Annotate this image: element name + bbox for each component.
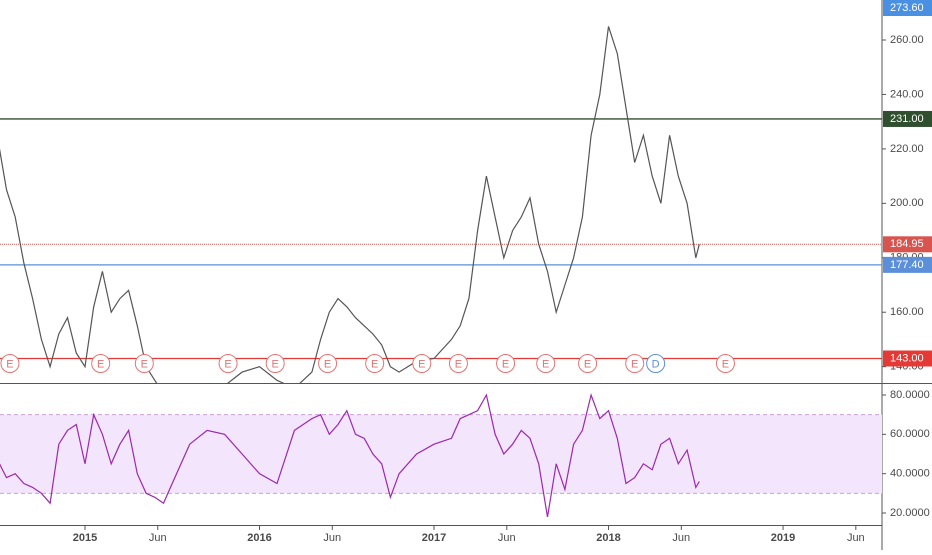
event-label: E [141, 358, 148, 370]
y-tick-label: 260.00 [890, 34, 924, 46]
rsi-band [0, 414, 882, 494]
event-marker [448, 354, 468, 374]
event-label: E [631, 358, 638, 370]
event-marker [412, 354, 432, 374]
price-level-box [883, 110, 932, 127]
event-marker [265, 354, 285, 374]
event-label: E [272, 358, 279, 370]
price-level-label: 231.00 [890, 113, 924, 125]
event-marker [715, 354, 735, 374]
event-marker [625, 354, 645, 374]
event-marker [0, 354, 20, 374]
y-tick-label: 220.00 [890, 143, 924, 155]
event-label: E [722, 358, 729, 370]
x-tick-label: 2015 [73, 532, 97, 544]
event-marker [496, 354, 516, 374]
event-marker [318, 354, 338, 374]
price-level-box [883, 236, 932, 253]
event-marker [365, 354, 385, 374]
price-level-label: 273.60 [890, 2, 924, 14]
y-tick-label: 160.00 [890, 306, 924, 318]
x-tick-label: 2018 [596, 532, 620, 544]
event-marker [91, 354, 111, 374]
price-level-label: 143.00 [890, 352, 924, 364]
x-tick-label: Jun [847, 532, 865, 544]
y-tick-label: 40.0000 [890, 468, 930, 480]
event-label: E [324, 358, 331, 370]
x-tick-label: 2016 [247, 532, 271, 544]
event-marker [578, 354, 598, 374]
price-line [0, 26, 700, 383]
y-tick-label: 20.0000 [890, 507, 930, 519]
event-label: E [371, 358, 378, 370]
event-marker [646, 354, 666, 374]
x-tick-label: Jun [498, 532, 516, 544]
x-tick-label: Jun [672, 532, 690, 544]
event-label: E [97, 358, 104, 370]
price-level-label: 184.95 [890, 238, 924, 250]
event-label: E [502, 358, 509, 370]
price-level-box [883, 350, 932, 367]
series-group [0, 392, 700, 517]
event-label: E [6, 358, 13, 370]
event-label: E [418, 358, 425, 370]
x-tick-label: Jun [149, 532, 167, 544]
price-level-box [883, 0, 932, 16]
event-marker [536, 354, 556, 374]
price-level-box [883, 256, 932, 273]
event-marker [134, 354, 154, 374]
event-label: E [584, 358, 591, 370]
x-tick-label: Jun [323, 532, 341, 544]
y-tick-label: 200.00 [890, 197, 924, 209]
event-label: E [542, 358, 549, 370]
price-level-label: 177.40 [890, 259, 924, 271]
event-label: E [224, 358, 231, 370]
series-group [0, 26, 700, 383]
event-label: D [652, 358, 660, 370]
rsi-line [0, 392, 700, 517]
y-tick-label: 240.00 [890, 88, 924, 100]
x-tick-label: 2019 [771, 532, 795, 544]
y-tick-label: 60.0000 [890, 428, 930, 440]
event-marker [218, 354, 238, 374]
y-tick-label: 80.0000 [890, 389, 930, 401]
x-tick-label: 2017 [422, 532, 446, 544]
event-label: E [455, 358, 462, 370]
